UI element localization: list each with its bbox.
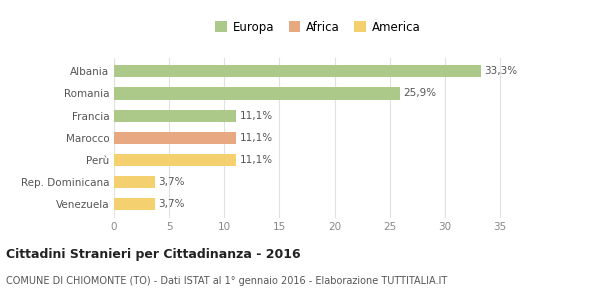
Text: 33,3%: 33,3% [485, 66, 518, 76]
Bar [114, 154, 236, 166]
Bar [114, 176, 155, 188]
Text: 11,1%: 11,1% [240, 155, 273, 165]
Bar [114, 65, 481, 77]
Bar [114, 198, 155, 210]
Text: 11,1%: 11,1% [240, 133, 273, 143]
Text: Cittadini Stranieri per Cittadinanza - 2016: Cittadini Stranieri per Cittadinanza - 2… [6, 248, 301, 261]
Bar [114, 132, 236, 144]
Text: 11,1%: 11,1% [240, 110, 273, 121]
Legend: Europa, Africa, America: Europa, Africa, America [211, 16, 425, 39]
Text: 25,9%: 25,9% [403, 88, 436, 99]
Bar [114, 87, 400, 99]
Text: 3,7%: 3,7% [158, 177, 185, 187]
Bar [114, 110, 236, 122]
Text: 3,7%: 3,7% [158, 199, 185, 209]
Text: COMUNE DI CHIOMONTE (TO) - Dati ISTAT al 1° gennaio 2016 - Elaborazione TUTTITAL: COMUNE DI CHIOMONTE (TO) - Dati ISTAT al… [6, 276, 447, 286]
